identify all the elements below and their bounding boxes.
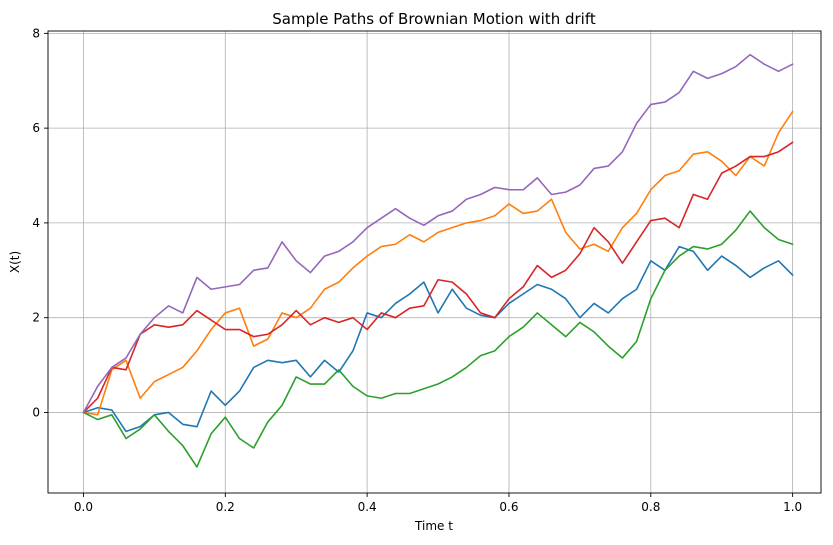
y-tick-label: 8 [32, 26, 40, 40]
chart-title: Sample Paths of Brownian Motion with dri… [272, 10, 596, 28]
axes-layer [47, 30, 822, 494]
series-layer [82, 53, 794, 468]
y-tick-label: 6 [32, 121, 40, 135]
series-line-path-5 [82, 53, 794, 414]
x-tick-label: 0.6 [499, 500, 518, 514]
series-line-path-2 [82, 110, 794, 416]
y-tick-label: 2 [32, 311, 40, 325]
x-tick-label: 0.8 [641, 500, 660, 514]
series-line-path-4 [82, 141, 794, 414]
x-axis-label: Time t [414, 519, 453, 533]
tick-layer: 0.0 0.2 0.4 0.6 0.8 1.0 0 2 4 6 8 [32, 26, 802, 514]
x-tick-label: 0.2 [216, 500, 235, 514]
y-tick-label: 4 [32, 216, 40, 230]
series-line-path-1 [82, 245, 794, 433]
series-line-path-3 [82, 210, 794, 468]
grid-layer [48, 31, 821, 493]
plot-frame [47, 30, 822, 494]
y-axis-label: X(t) [8, 251, 22, 273]
y-tick-label: 0 [32, 405, 40, 419]
x-tick-label: 1.0 [783, 500, 802, 514]
x-tick-label: 0.0 [74, 500, 93, 514]
x-tick-label: 0.4 [358, 500, 377, 514]
